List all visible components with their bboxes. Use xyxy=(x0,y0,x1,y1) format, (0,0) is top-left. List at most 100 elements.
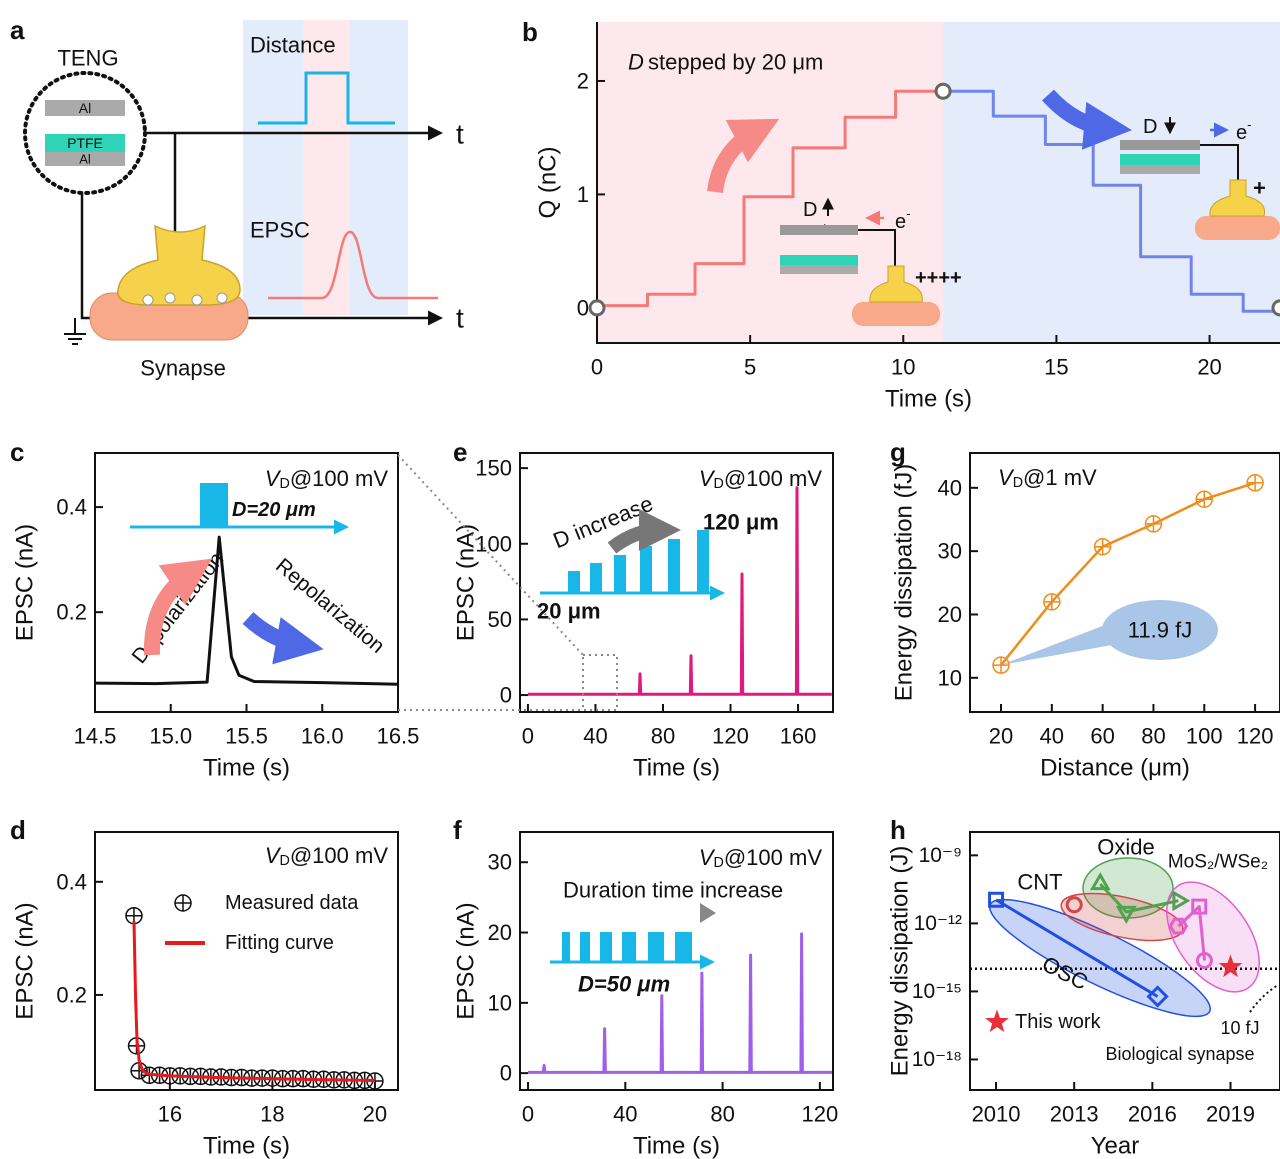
frame xyxy=(94,452,399,713)
marker xyxy=(1191,898,1208,915)
panel-label: f xyxy=(453,815,462,845)
marker xyxy=(1218,954,1243,978)
marker xyxy=(125,906,143,925)
x-tick-label: 60 xyxy=(1090,724,1114,749)
y-tick-label: 30 xyxy=(488,850,512,875)
series-label: Oxide xyxy=(1097,835,1154,860)
y-tick-label: 20 xyxy=(938,602,962,627)
arrow xyxy=(242,611,324,665)
x-tick-label: 40 xyxy=(583,724,607,749)
panel-label: g xyxy=(890,437,906,467)
label: Al xyxy=(79,100,91,116)
annotation: ++++ xyxy=(915,267,962,289)
annotation: 11.9 fJ xyxy=(1128,618,1192,643)
x-tick-label: 15 xyxy=(1044,355,1068,380)
text-part: - xyxy=(1247,117,1251,132)
band xyxy=(303,20,350,315)
label: Distance xyxy=(250,33,336,58)
marker-cross xyxy=(125,907,142,924)
x-tick-label: 0 xyxy=(522,1102,534,1127)
marker xyxy=(1093,537,1112,556)
y-tick-label: 0.4 xyxy=(56,495,87,520)
legend-label: Fitting curve xyxy=(225,932,334,954)
text-part: @1 mV xyxy=(1023,465,1097,490)
data-line xyxy=(597,89,944,308)
membrane xyxy=(1195,216,1280,240)
terminal xyxy=(1209,179,1266,217)
y-axis-title: Q (nC) xyxy=(535,147,562,219)
inset-bars xyxy=(568,530,709,593)
y-tick-label: 0 xyxy=(500,683,512,708)
arrow xyxy=(607,509,681,554)
marker xyxy=(934,82,952,100)
marker-cross xyxy=(993,657,1009,674)
data-line xyxy=(943,89,1280,313)
annotation: stepped by 20 μm xyxy=(648,50,823,75)
x-tick-label: 80 xyxy=(651,724,675,749)
x-tick-label: 2013 xyxy=(1050,1102,1099,1127)
annotation: 20 μm xyxy=(537,599,601,624)
marker xyxy=(1065,896,1083,914)
marker-cross xyxy=(175,895,191,911)
text-part: @100 mV xyxy=(290,843,388,868)
annotation: VD@100 mV xyxy=(265,466,388,493)
x-tick-label: 0 xyxy=(522,724,534,749)
y-tick-label: 1 xyxy=(577,182,589,207)
terminal xyxy=(869,265,923,303)
y-tick-label: 0.2 xyxy=(56,982,87,1007)
callout-tail xyxy=(1001,620,1118,665)
y-tick-label: 10⁻¹⁵ xyxy=(912,980,962,1003)
pointer xyxy=(1249,984,1279,1013)
electrode xyxy=(1120,165,1200,174)
x-tick-label: 2010 xyxy=(972,1102,1021,1127)
text-part: V xyxy=(265,466,282,491)
y-tick-label: 10⁻⁹ xyxy=(919,844,962,867)
panel-label: c xyxy=(10,437,24,467)
x-axis-title: Time (s) xyxy=(203,1133,290,1159)
frame xyxy=(519,452,834,713)
text-part: V xyxy=(699,845,716,870)
marker xyxy=(988,891,1005,908)
marker xyxy=(1172,890,1191,912)
annotation: VD@100 mV xyxy=(699,466,822,493)
electrode xyxy=(780,225,858,235)
annotation: VD@100 mV xyxy=(699,845,822,872)
y-tick-label: 50 xyxy=(488,607,512,632)
series-label: CNT xyxy=(1017,870,1062,895)
text-part: D xyxy=(280,853,290,869)
y-tick-label: 10 xyxy=(938,665,962,690)
annotation: + xyxy=(1253,176,1266,201)
x-tick-label: 40 xyxy=(1040,724,1064,749)
x-tick-label: 100 xyxy=(1186,724,1223,749)
label: Al xyxy=(79,152,91,167)
panel-label: h xyxy=(890,815,906,845)
legend-label: Measured data xyxy=(225,892,359,914)
y-tick-label: 10⁻¹² xyxy=(914,912,962,935)
annotation: D=50 μm xyxy=(578,972,670,997)
overlay-layer: a TENG Al PTFE Al t t Distance EPSC Syna… xyxy=(10,15,1280,1013)
marker xyxy=(1043,593,1061,611)
label: PTFE xyxy=(67,135,103,151)
label: Synapse xyxy=(140,356,226,381)
y-tick-label: 150 xyxy=(475,456,512,481)
marker xyxy=(1146,985,1169,1008)
marker xyxy=(588,299,606,317)
y-tick-label: 0 xyxy=(577,295,589,320)
electrode xyxy=(780,265,858,274)
y-tick-label: 0.4 xyxy=(56,869,87,894)
x-axis-title: Distance (μm) xyxy=(1040,755,1190,782)
x-tick-label: 10 xyxy=(891,355,915,380)
data-line xyxy=(94,535,399,686)
text-part: D xyxy=(714,476,724,492)
frame xyxy=(519,831,834,1091)
y-tick-label: 30 xyxy=(938,539,962,564)
annotation: D increase xyxy=(550,491,657,554)
annotation: VD@100 mV xyxy=(265,843,388,870)
data-line xyxy=(995,898,1159,998)
legend-marker xyxy=(985,1009,1009,1033)
y-tick-label: 40 xyxy=(938,475,962,500)
y-axis-title: EPSC (nA) xyxy=(453,902,480,1019)
x-tick-label: 120 xyxy=(712,724,749,749)
